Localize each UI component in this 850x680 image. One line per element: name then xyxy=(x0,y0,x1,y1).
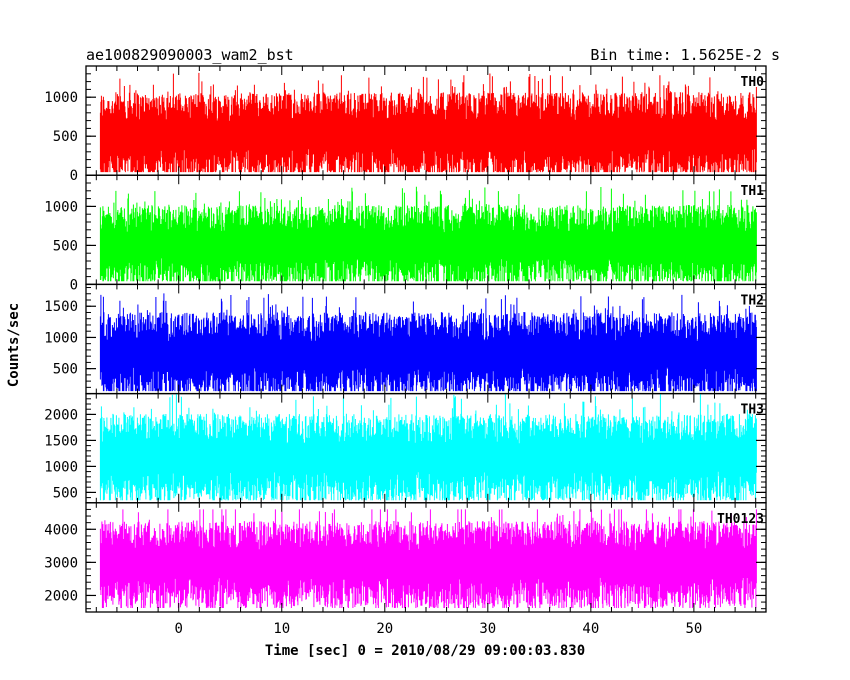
y-tick-label: 0 xyxy=(70,168,78,184)
y-tick-label: 1500 xyxy=(44,299,78,315)
y-tick-label: 500 xyxy=(53,238,78,254)
x-axis-label: Time [sec] 0 = 2010/08/29 09:00:03.830 xyxy=(265,643,585,659)
panel-th3: 500 1000 1500 2000 TH3 xyxy=(44,392,767,504)
y-tick-label: 500 xyxy=(53,485,78,501)
y-tick-label: 2000 xyxy=(44,588,78,604)
y-tick-label: 4000 xyxy=(44,522,78,538)
bin-time-label: Bin time: 1.5625E-2 s xyxy=(590,46,780,64)
panel-label-th0: TH0 xyxy=(741,75,765,90)
x-tick-label: 0 xyxy=(175,621,183,637)
y-tick-label: 2000 xyxy=(44,407,78,423)
series-th0 xyxy=(99,72,757,173)
y-tick-label: 1000 xyxy=(44,90,78,106)
panel-label-th1: TH1 xyxy=(741,184,765,199)
x-tick-label: 50 xyxy=(685,621,702,637)
chart-title: ae100829090003_wam2_bst xyxy=(86,46,294,64)
series-th0123 xyxy=(99,509,757,608)
series-th2 xyxy=(99,293,757,392)
x-tick-label: 10 xyxy=(273,621,290,637)
y-tick-label: 1000 xyxy=(44,330,78,346)
panel-label-th2: TH2 xyxy=(741,293,764,308)
y-tick-label: 1500 xyxy=(44,433,78,449)
panel-th2: 500 1000 1500 TH2 xyxy=(44,283,767,395)
panel-label-th3: TH3 xyxy=(741,403,764,418)
y-tick-label: 0 xyxy=(70,277,78,293)
x-tick-label: 20 xyxy=(376,621,393,637)
panel-th0123: 2000 3000 4000 TH0123 xyxy=(44,502,767,613)
x-tick-label: 40 xyxy=(582,621,599,637)
panel-th0: 0 500 1000 TH0 xyxy=(44,65,767,184)
x-tick-label: 30 xyxy=(479,621,496,637)
y-tick-label: 1000 xyxy=(44,459,78,475)
y-tick-label: 500 xyxy=(53,362,78,378)
y-tick-label: 500 xyxy=(53,129,78,145)
y-tick-label: 3000 xyxy=(44,555,78,571)
series-th3 xyxy=(99,393,757,501)
panels-group: 0 500 1000 TH0 0 500 1000 TH1 500 1000 1500 TH2 500 1… xyxy=(44,65,767,613)
x-axis: 0 10 20 30 40 50 xyxy=(175,621,703,637)
y-tick-label: 1000 xyxy=(44,199,78,215)
panel-th1: 0 500 1000 TH1 xyxy=(44,174,767,293)
panel-label-th0123: TH0123 xyxy=(717,512,764,527)
series-th1 xyxy=(99,186,757,282)
y-axis-label: Counts/sec xyxy=(6,303,22,387)
